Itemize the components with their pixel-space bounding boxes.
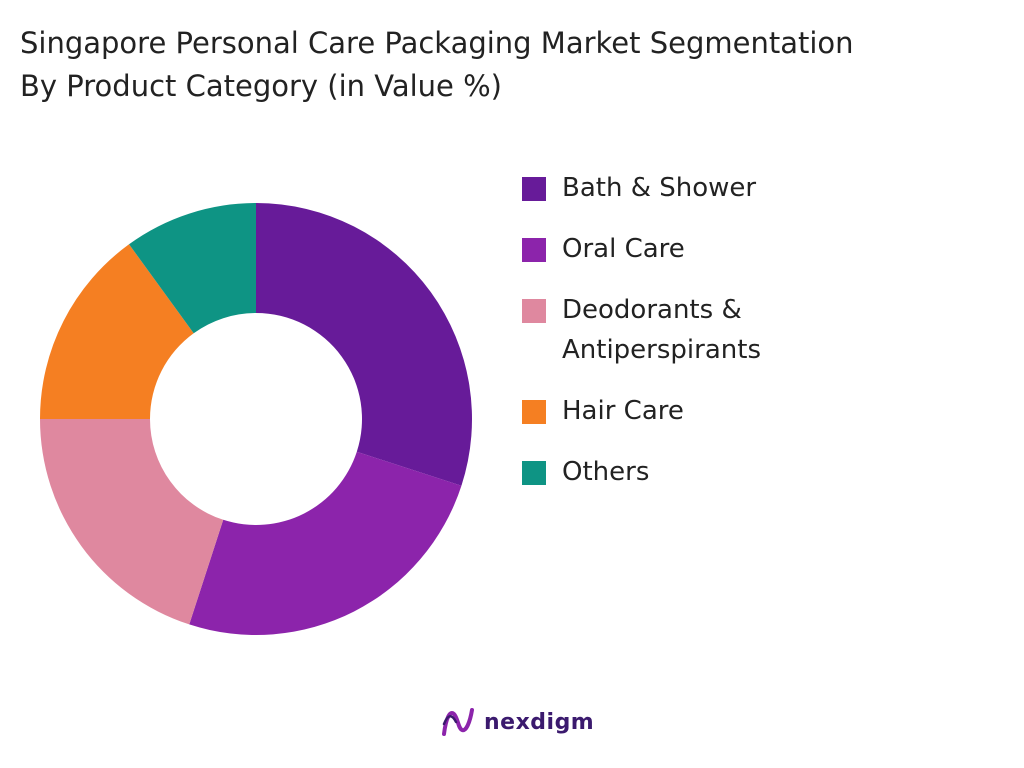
legend-item: Bath & Shower bbox=[522, 168, 1002, 208]
donut-slice bbox=[129, 203, 256, 334]
legend-label: Bath & Shower bbox=[562, 173, 757, 203]
donut-chart bbox=[40, 203, 473, 636]
donut-slice bbox=[189, 451, 462, 636]
legend-label: Oral Care bbox=[562, 234, 685, 264]
chart-title: Singapore Personal Care Packaging Market… bbox=[20, 26, 854, 60]
legend-item: Oral Care bbox=[522, 229, 1002, 269]
legend-label: Others bbox=[562, 457, 650, 487]
legend-item: Deodorants & Antiperspirants bbox=[522, 290, 1002, 370]
legend-label: Hair Care bbox=[562, 396, 684, 426]
legend-swatch bbox=[522, 238, 546, 262]
donut-slice bbox=[40, 419, 224, 625]
chart-legend: Bath & Shower Oral Care Deodorants & Antip… bbox=[522, 168, 1002, 513]
legend-swatch bbox=[522, 177, 546, 201]
nexdigm-logo-icon bbox=[442, 708, 474, 736]
donut-slice bbox=[40, 244, 194, 419]
chart-title-block: Singapore Personal Care Packaging Market… bbox=[20, 22, 1010, 108]
legend-swatch bbox=[522, 299, 546, 323]
legend-swatch bbox=[522, 461, 546, 485]
brand-name: nexdigm bbox=[484, 709, 595, 735]
donut-slice bbox=[256, 203, 473, 486]
chart-subtitle: By Product Category (in Value %) bbox=[20, 69, 502, 103]
legend-swatch bbox=[522, 400, 546, 424]
legend-item: Hair Care bbox=[522, 391, 1002, 431]
legend-item: Others bbox=[522, 452, 1002, 492]
brand-footer: nexdigm bbox=[440, 704, 594, 740]
legend-label: Deodorants & Antiperspirants bbox=[562, 295, 761, 365]
